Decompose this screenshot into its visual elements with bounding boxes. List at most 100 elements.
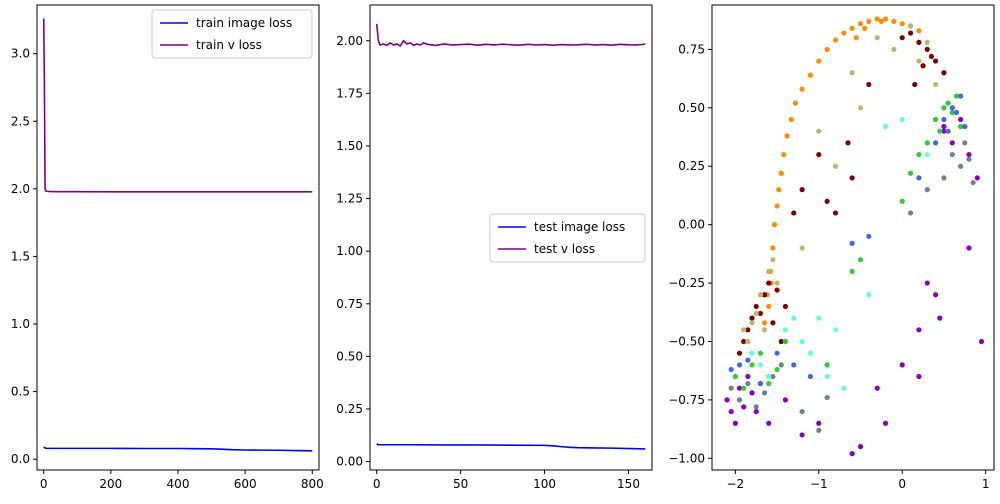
scatter-point (857, 444, 864, 450)
scatter-point (741, 404, 747, 410)
scatter-point (782, 327, 789, 333)
scatter-point (866, 292, 872, 298)
y-tick-label: 1.5 (11, 249, 30, 263)
scatter-point (916, 151, 922, 158)
scatter-point (941, 123, 947, 130)
scatter-point (866, 81, 872, 88)
scatter-point (736, 385, 743, 391)
legend-label: test image loss (534, 220, 625, 234)
scatter-point (899, 35, 905, 41)
x-tick-label: 800 (301, 477, 324, 491)
scatter-point (857, 257, 864, 263)
scatter-point (937, 128, 943, 134)
scatter-point (933, 58, 939, 64)
scatter-point (907, 170, 914, 176)
y-tick-label: 0.50 (336, 349, 363, 363)
y-tick-label: 1.25 (336, 192, 363, 206)
scatter-point (849, 25, 855, 31)
scatter-point (924, 140, 930, 146)
scatter-point (782, 397, 789, 403)
scatter-point (824, 46, 830, 53)
scatter-point (953, 109, 960, 116)
scatter-point (874, 385, 880, 391)
scatter-point (966, 151, 972, 158)
scatter-point (866, 233, 872, 239)
scatter-point (816, 128, 822, 134)
scatter-series-8 (749, 116, 930, 391)
scatter-point (978, 338, 985, 345)
scatter-point (774, 203, 780, 209)
scatter-point (732, 420, 738, 426)
scatter-point (799, 338, 805, 345)
scatter-point (874, 16, 880, 22)
scatter-point (974, 175, 980, 181)
x-tick-label: 600 (234, 477, 257, 491)
scatter-point (771, 222, 778, 228)
scatter-point (728, 408, 734, 415)
scatter-point (933, 292, 939, 298)
scatter-point (933, 81, 939, 88)
y-tick-label: 2.0 (11, 182, 30, 196)
y-tick-label: −0.25 (668, 276, 705, 290)
scatter-point (891, 46, 897, 53)
scatter-point (945, 128, 951, 134)
scatter-point (741, 385, 747, 391)
scatter-point (857, 21, 864, 27)
scatter-point (912, 81, 918, 88)
scatter-point (782, 338, 789, 345)
y-tick-label: 0.0 (11, 452, 30, 466)
scatter-point (907, 210, 914, 216)
scatter-point (874, 35, 880, 41)
y-tick-label: 0.75 (678, 42, 705, 56)
y-tick-label: 2.5 (11, 114, 30, 128)
scatter-point (776, 187, 782, 193)
scatter-point (749, 350, 755, 356)
scatter-point (857, 105, 864, 111)
scatter-point (824, 362, 830, 368)
scatter-series-3 (741, 23, 939, 345)
scatter-point (774, 287, 780, 293)
scatter-point (766, 268, 772, 274)
scatter-point (832, 37, 839, 43)
y-tick-label: 0.25 (336, 402, 363, 416)
scatter-point (928, 53, 935, 60)
scatter-point (882, 123, 889, 130)
scatter-point (933, 140, 939, 146)
y-tick-label: 0.00 (678, 218, 705, 232)
scatter-point (745, 357, 751, 363)
scatter-point (916, 28, 922, 34)
scatter-point (736, 350, 743, 356)
chart-panel-1: 0 200 400 600 800 0.0 0.5 1.0 1.5 2.0 2.5 3.0 train … (11, 4, 324, 491)
scatter-point (958, 93, 964, 99)
scatter-point (949, 151, 955, 158)
scatter-point (899, 116, 905, 123)
scatter-point (799, 86, 805, 92)
scatter-point (774, 350, 780, 356)
scatter-point (778, 362, 784, 368)
scatter-series-7 (728, 140, 976, 433)
scatter-point (949, 140, 955, 146)
scatter-point (799, 432, 805, 438)
scatter-point (920, 63, 926, 69)
scatter-point (832, 210, 839, 216)
scatter-point (807, 373, 814, 380)
x-tick-label: 0 (898, 477, 906, 491)
scatter-series-4 (724, 105, 985, 457)
scatter-series-5 (732, 93, 964, 391)
scatter-point (924, 46, 930, 53)
scatter-point (766, 280, 772, 286)
scatter-point (757, 380, 763, 387)
plot-frame (36, 4, 320, 471)
scatter-point (745, 338, 751, 345)
scatter-point (949, 105, 955, 111)
scatter-point (816, 58, 822, 64)
scatter-point (724, 397, 730, 403)
scatter-point (941, 128, 947, 134)
y-tick-label: 0.75 (336, 297, 363, 311)
scatter-point (749, 320, 755, 326)
scatter-point (953, 93, 960, 99)
y-tick-label: −1.00 (668, 451, 705, 465)
scatter-point (728, 366, 734, 373)
series-line-2 (375, 23, 646, 48)
